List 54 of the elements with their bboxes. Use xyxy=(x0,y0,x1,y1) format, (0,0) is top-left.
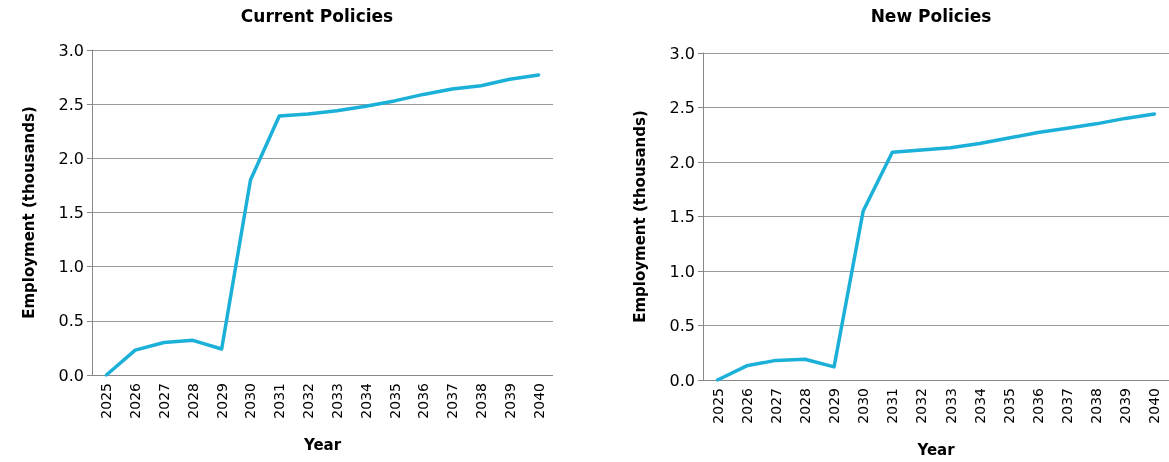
x-tick-label: 2038 xyxy=(472,383,489,419)
chart-title: Current Policies xyxy=(240,5,394,26)
x-tick-label: 2032 xyxy=(913,388,930,424)
x-tick-label: 2027 xyxy=(156,383,173,419)
x-tick-label: 2031 xyxy=(271,383,288,419)
x-tick-label: 2038 xyxy=(1088,388,1105,424)
y-tick-label: 2.5 xyxy=(669,98,695,117)
x-tick-label: 2025 xyxy=(98,383,115,419)
x-tick-label: 2029 xyxy=(826,388,843,424)
y-tick-label: 0.0 xyxy=(669,370,695,390)
x-tick-label: 2037 xyxy=(444,383,461,419)
x-tick-label: 2040 xyxy=(530,383,547,419)
x-tick-label: 2030 xyxy=(242,383,259,419)
x-tick-label: 2029 xyxy=(213,383,230,419)
x-tick-label: 2025 xyxy=(709,388,726,424)
x-tick-label: 2040 xyxy=(1146,388,1163,424)
x-tick-label: 2026 xyxy=(127,382,144,419)
y-tick-label: 1.5 xyxy=(58,203,84,222)
y-tick-label: 3.0 xyxy=(669,43,695,63)
y-tick-label: 2.5 xyxy=(58,94,84,114)
x-tick-label: 2028 xyxy=(796,388,813,424)
x-tick-label: 2035 xyxy=(386,383,403,419)
x-tick-label: 2033 xyxy=(942,388,959,424)
y-tick-label: 1.5 xyxy=(669,207,695,226)
y-tick-label: 2.0 xyxy=(669,152,695,172)
y-tick-label: 0.5 xyxy=(669,316,695,335)
x-tick-label: 2032 xyxy=(300,383,317,419)
line-series xyxy=(104,73,541,377)
y-tick-label: 1.0 xyxy=(58,257,84,277)
line-series xyxy=(715,112,1157,382)
chart-title: New Policies xyxy=(870,5,992,26)
x-tick-label: 2037 xyxy=(1059,388,1076,424)
x-tick-label: 2033 xyxy=(328,383,345,419)
x-tick-label: 2039 xyxy=(501,383,518,419)
x-tick-label: 2028 xyxy=(184,383,201,419)
x-tick-label: 2031 xyxy=(884,388,901,424)
y-tick-label: 3.0 xyxy=(58,40,84,60)
y-axis-title: Employment (thousands) xyxy=(630,110,649,323)
x-tick-label: 2030 xyxy=(855,388,872,424)
y-tick-label: 0.0 xyxy=(58,365,84,385)
x-tick-label: 2039 xyxy=(1117,388,1134,424)
x-tick-label: 2034 xyxy=(357,382,374,419)
x-axis-title: Year xyxy=(302,435,342,454)
x-axis-title: Year xyxy=(916,440,956,459)
x-tick-label: 2036 xyxy=(415,382,432,419)
y-tick-label: 1.0 xyxy=(669,261,695,281)
x-tick-label: 2036 xyxy=(1029,387,1046,424)
y-axis-title: Employment (thousands) xyxy=(19,106,38,319)
x-tick-label: 2027 xyxy=(767,388,784,424)
x-tick-label: 2026 xyxy=(738,387,755,424)
x-tick-label: 2035 xyxy=(1000,388,1017,424)
y-tick-label: 2.0 xyxy=(58,148,84,168)
x-tick-label: 2034 xyxy=(971,387,988,424)
y-tick-label: 0.5 xyxy=(58,311,84,331)
